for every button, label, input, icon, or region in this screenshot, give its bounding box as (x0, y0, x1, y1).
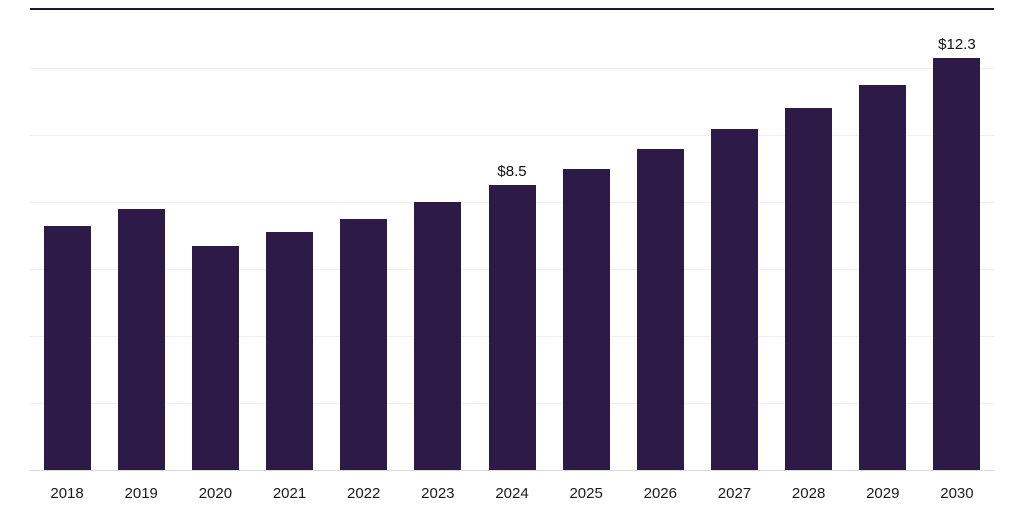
x-tick-2025: 2025 (569, 485, 603, 502)
gridline (30, 68, 994, 70)
x-tick-2026: 2026 (643, 485, 677, 502)
x-tick-2028: 2028 (791, 485, 826, 502)
bar-2019 (117, 208, 165, 470)
bar-2022 (340, 218, 388, 470)
bar-2020 (191, 245, 239, 470)
x-tick-2024: 2024 (495, 485, 529, 502)
x-tick-2029: 2029 (866, 485, 900, 502)
data-label-2030: $12.3 (938, 36, 976, 54)
data-label-2024: $8.5 (497, 163, 527, 181)
x-tick-2027: 2027 (717, 485, 752, 502)
bar-2027 (710, 128, 758, 470)
bar-2028 (785, 108, 833, 470)
bar-2025 (562, 168, 610, 470)
bar-2023 (414, 202, 462, 470)
x-tick-2018: 2018 (50, 485, 84, 502)
x-tick-2020: 2020 (198, 485, 233, 502)
bar-2030 (933, 58, 981, 470)
x-tick-2022: 2022 (347, 485, 381, 502)
bar-2026 (636, 148, 684, 470)
bar-2029 (859, 85, 907, 470)
bar-2021 (266, 232, 314, 470)
bar-2018 (43, 225, 91, 470)
x-axis-line (30, 470, 994, 471)
x-tick-2019: 2019 (124, 485, 158, 502)
bar-2024 (488, 185, 536, 470)
chart-top-border (30, 8, 994, 10)
x-tick-2021: 2021 (272, 485, 307, 502)
x-tick-2023: 2023 (421, 485, 455, 502)
gridline (30, 135, 994, 137)
x-tick-2030: 2030 (940, 485, 974, 502)
